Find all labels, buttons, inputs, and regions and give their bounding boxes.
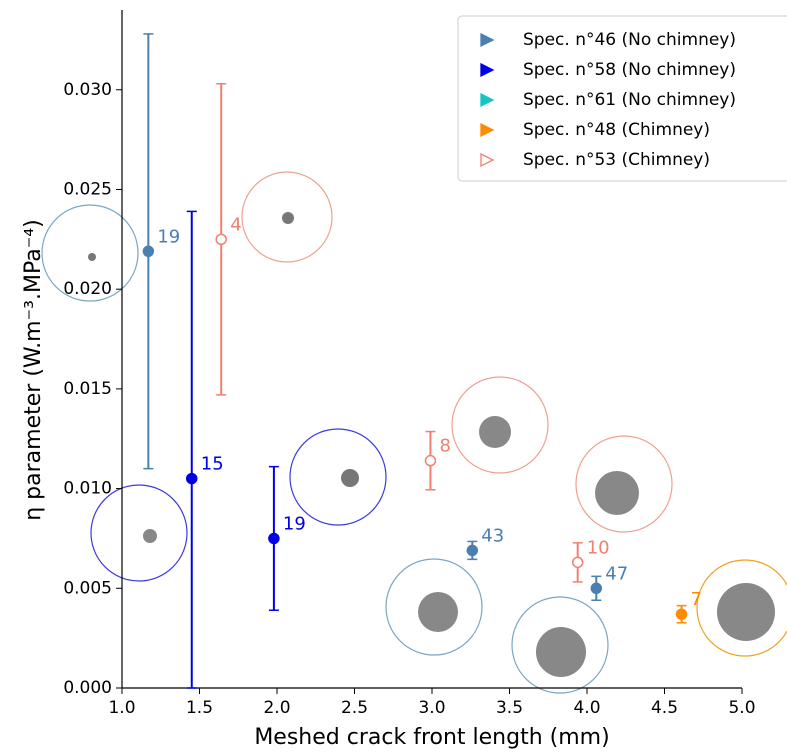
legend-marker xyxy=(480,152,495,168)
point xyxy=(268,532,280,545)
x-tick-label: 3.5 xyxy=(496,698,523,718)
crack xyxy=(282,212,294,224)
point-label: 7 xyxy=(691,589,702,610)
legend-marker xyxy=(480,92,495,108)
crack xyxy=(418,592,458,632)
y-tick-label: 0.030 xyxy=(63,80,112,100)
x-tick-label: 2.0 xyxy=(263,698,290,718)
point-label: 19 xyxy=(283,513,306,534)
point xyxy=(590,582,603,595)
point-label: 4 xyxy=(230,214,241,235)
crack xyxy=(595,471,639,515)
y-tick-label: 0.005 xyxy=(63,578,112,598)
point-label: 15 xyxy=(201,454,224,475)
x-tick-label: 1.5 xyxy=(186,698,213,718)
crack xyxy=(88,253,96,261)
legend-marker xyxy=(480,62,495,78)
x-tick-label: 5.0 xyxy=(728,698,755,718)
crack xyxy=(479,416,511,448)
point xyxy=(186,472,198,485)
y-tick-label: 0.010 xyxy=(63,479,112,499)
point xyxy=(142,245,155,258)
point xyxy=(571,556,584,569)
x-tick-label: 1.0 xyxy=(108,698,135,718)
y-tick-label: 0.015 xyxy=(63,379,112,399)
point xyxy=(424,454,437,467)
legend-label: Spec. n°46 (No chimney) xyxy=(523,30,736,50)
legend-label: Spec. n°61 (No chimney) xyxy=(523,90,736,110)
y-axis-label: η parameter (W.m⁻³.MPa⁻⁴) xyxy=(21,219,46,521)
point-label: 43 xyxy=(481,525,504,546)
x-axis-label: Meshed crack front length (mm) xyxy=(254,725,609,750)
y-tick-label: 0.020 xyxy=(63,279,112,299)
x-tick-label: 2.5 xyxy=(341,698,368,718)
legend-box xyxy=(457,15,787,182)
y-tick-label: 0.000 xyxy=(63,678,112,698)
crack xyxy=(536,627,586,677)
point-label: 10 xyxy=(587,537,610,558)
plot: 1.0 1.5 2.0 2.5 3.0 3.5 4.0 4.5 5.0 0.000 0.005 0.0… xyxy=(63,10,756,718)
crack xyxy=(717,583,775,641)
x-tick-label: 4.0 xyxy=(573,698,600,718)
point-label: 8 xyxy=(439,436,450,457)
thumbnails xyxy=(41,171,787,694)
y-tick-label: 0.025 xyxy=(63,179,112,199)
legend-label: Spec. n°58 (No chimney) xyxy=(523,60,736,80)
crack xyxy=(143,529,157,543)
crack xyxy=(341,469,359,487)
thumbnail xyxy=(41,204,139,302)
legend-marker xyxy=(480,122,495,138)
point-label: 47 xyxy=(605,563,628,584)
x-tick-label: 4.5 xyxy=(651,698,678,718)
point xyxy=(675,608,688,620)
thumbnail xyxy=(289,428,387,526)
legend-label: Spec. n°48 (Chimney) xyxy=(523,120,710,140)
legend-label: Spec. n°53 (Chimney) xyxy=(523,150,710,170)
legend: Spec. n°46 (No chimney) Spec. n°58 (No ch… xyxy=(457,15,787,182)
point xyxy=(466,544,479,557)
point xyxy=(215,233,227,246)
point-label: 19 xyxy=(157,226,180,247)
x-tick-label: 3.0 xyxy=(418,698,445,718)
thumbnail xyxy=(90,484,188,582)
legend-marker xyxy=(480,32,495,48)
